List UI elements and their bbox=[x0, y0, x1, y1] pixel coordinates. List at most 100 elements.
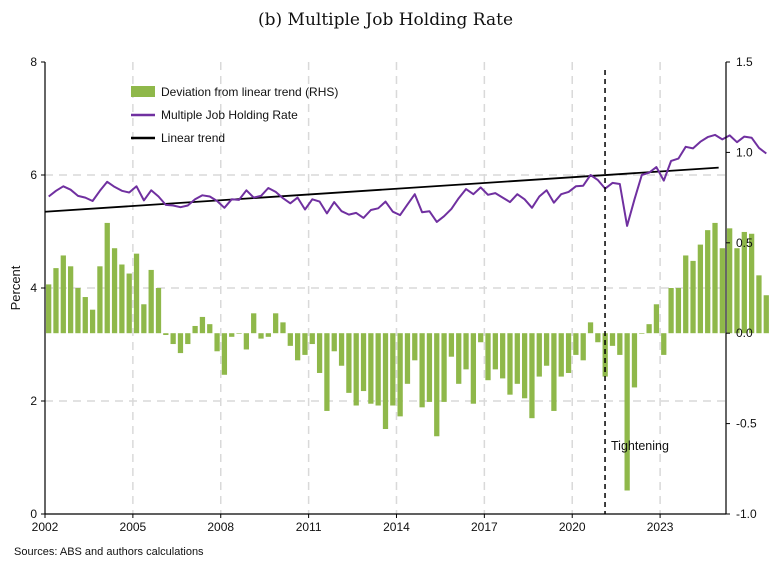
deviation-bar bbox=[133, 253, 140, 334]
deviation-bar bbox=[521, 333, 528, 399]
deviation-bar bbox=[302, 333, 308, 355]
job-holding-rate-path bbox=[48, 133, 767, 227]
deviation-bar bbox=[397, 333, 403, 417]
deviation-bar bbox=[763, 295, 769, 334]
deviation-bar bbox=[119, 264, 125, 334]
legend: Deviation from linear trend (RHS) Multipl… bbox=[131, 85, 338, 145]
left-tick-label: 0 bbox=[30, 507, 37, 521]
deviation-bar bbox=[251, 313, 257, 334]
deviation-bar bbox=[375, 333, 381, 406]
linear-trend-path bbox=[44, 166, 719, 213]
deviation-bar bbox=[756, 275, 762, 334]
deviation-bar bbox=[170, 333, 176, 345]
source-note: Sources: ABS and authors calculations bbox=[14, 546, 204, 558]
deviation-bar bbox=[75, 288, 81, 334]
deviation-bar bbox=[529, 333, 535, 419]
deviation-bar bbox=[273, 313, 279, 334]
deviation-bar bbox=[631, 333, 638, 388]
deviation-bar bbox=[441, 333, 447, 402]
deviation-bar bbox=[316, 333, 323, 373]
deviation-bar bbox=[382, 333, 389, 430]
chart-title: (b) Multiple Job Holding Rate bbox=[258, 10, 513, 30]
job-holding-rate-line bbox=[48, 133, 767, 227]
deviation-bar bbox=[697, 244, 704, 334]
deviation-bar bbox=[104, 222, 110, 334]
legend-label-trend: Linear trend bbox=[161, 131, 225, 145]
right-tick-label: 0.5 bbox=[736, 236, 753, 250]
deviation-bar bbox=[646, 324, 652, 334]
tightening-annotation: Tightening bbox=[604, 70, 669, 514]
deviation-bar bbox=[683, 255, 689, 334]
deviation-bar bbox=[719, 248, 725, 334]
deviation-bar bbox=[573, 333, 579, 355]
deviation-bar bbox=[514, 333, 520, 384]
deviation-bar bbox=[111, 248, 118, 334]
deviation-bar bbox=[558, 333, 564, 377]
deviation-bar bbox=[595, 333, 601, 343]
deviation-bar bbox=[243, 333, 250, 350]
x-tick-label: 2011 bbox=[296, 520, 322, 534]
deviation-bar bbox=[221, 333, 228, 375]
deviation-bar bbox=[236, 333, 242, 334]
deviation-bar bbox=[434, 333, 440, 437]
deviation-bar bbox=[148, 269, 154, 334]
right-tick-label: -0.5 bbox=[736, 417, 757, 431]
deviation-bar bbox=[609, 333, 616, 346]
deviation-bar bbox=[675, 288, 682, 334]
deviation-bar bbox=[192, 325, 198, 334]
deviation-bar bbox=[360, 333, 367, 392]
deviation-bar bbox=[82, 297, 88, 334]
deviation-bar bbox=[661, 333, 667, 355]
deviation-bar bbox=[543, 333, 550, 366]
x-tick-label: 2005 bbox=[120, 520, 147, 534]
deviation-bar bbox=[478, 333, 484, 343]
deviation-bar bbox=[734, 248, 740, 334]
y-axis-title: Percent bbox=[8, 265, 23, 310]
deviation-bar bbox=[690, 260, 696, 334]
deviation-bar bbox=[712, 222, 718, 334]
legend-swatch-deviation bbox=[131, 86, 155, 97]
deviation-bar bbox=[46, 284, 52, 334]
deviation-bar bbox=[214, 333, 220, 352]
deviation-bar bbox=[309, 333, 315, 345]
right-tick-label: -1.0 bbox=[736, 507, 757, 521]
x-tick-label: 2014 bbox=[383, 520, 410, 534]
legend-label-rate: Multiple Job Holding Rate bbox=[161, 108, 298, 122]
deviation-bar bbox=[338, 333, 345, 366]
left-tick-label: 2 bbox=[30, 394, 37, 408]
deviation-bar bbox=[163, 333, 169, 336]
deviation-bar bbox=[126, 273, 132, 334]
deviation-bar bbox=[141, 304, 147, 334]
left-tick-label: 8 bbox=[30, 55, 37, 69]
linear-trend-line bbox=[44, 166, 719, 213]
right-tick-label: 1.0 bbox=[736, 145, 753, 159]
deviation-bar bbox=[60, 255, 66, 334]
deviation-bar bbox=[565, 333, 572, 373]
deviation-bar bbox=[404, 333, 411, 384]
deviation-bar bbox=[617, 333, 623, 355]
deviation-bar bbox=[324, 333, 330, 411]
deviation-bar bbox=[507, 333, 513, 395]
deviation-bar bbox=[368, 333, 374, 404]
deviation-bar bbox=[463, 333, 469, 370]
deviation-bar bbox=[390, 333, 396, 406]
deviation-bar bbox=[207, 324, 213, 334]
left-tick-label: 4 bbox=[30, 281, 37, 295]
x-tick-label: 2023 bbox=[647, 520, 674, 534]
tick-labels: 0 2 4 6 8 -1.0 -0.5 0.0 0.5 1.0 1.5 2002 2005 2008 201… bbox=[8, 55, 757, 534]
deviation-bar bbox=[748, 233, 755, 334]
deviation-bar bbox=[500, 333, 506, 379]
deviation-bar bbox=[448, 333, 455, 357]
deviation-bar bbox=[287, 333, 293, 346]
deviation-bar bbox=[624, 333, 630, 491]
deviation-bar bbox=[668, 288, 674, 334]
deviation-bar bbox=[727, 228, 733, 334]
deviation-bar bbox=[353, 333, 359, 406]
deviation-bars bbox=[46, 222, 769, 491]
deviation-bar bbox=[470, 333, 477, 404]
deviation-bar bbox=[536, 333, 542, 377]
deviation-bar bbox=[265, 333, 271, 337]
deviation-bar bbox=[485, 333, 491, 381]
deviation-bar bbox=[551, 333, 557, 411]
